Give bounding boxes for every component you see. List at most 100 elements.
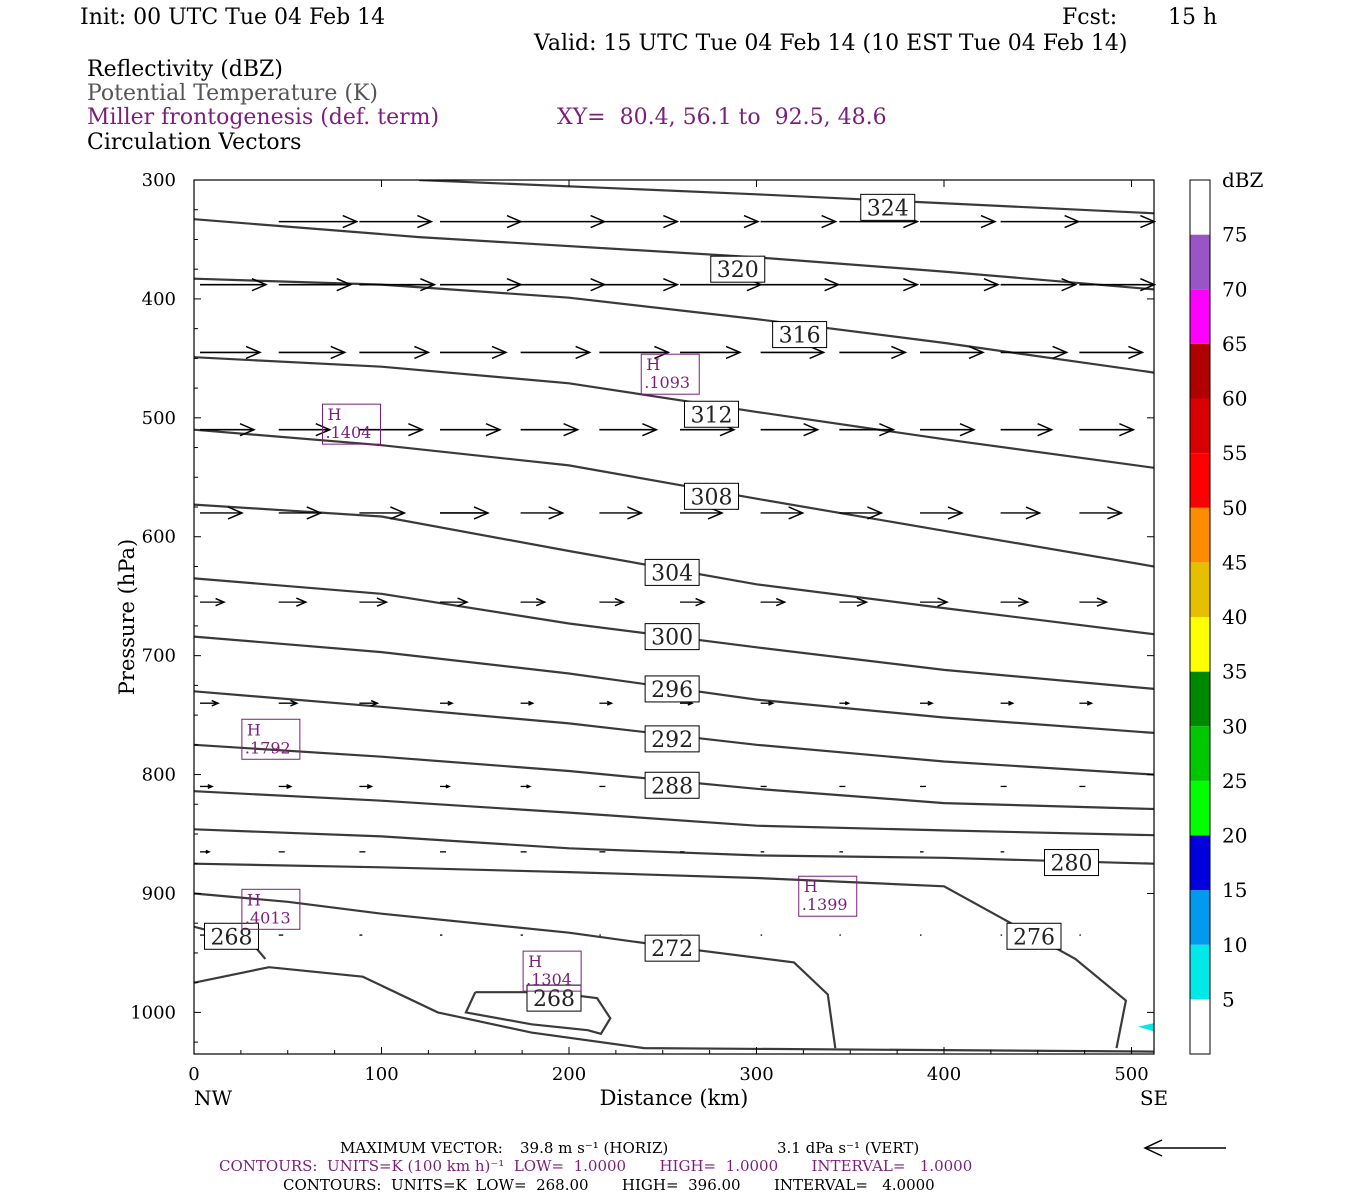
circulation-vector [520,214,607,229]
colorbar-level-label: 55 [1222,441,1247,465]
circulation-vector [1079,597,1109,607]
field-vectors: Circulation Vectors [87,130,302,155]
theta-contour-label: 268 [526,984,582,1012]
vector-head [491,345,508,360]
circulation-vector [680,214,760,229]
circulation-vector [200,783,214,789]
theta-contour-label: 312 [684,400,739,428]
maximum-value: .4013 [245,908,291,927]
label-box [526,984,582,1012]
circulation-vector [520,597,547,607]
circulation-vector [278,783,293,789]
circulation-vector [520,345,592,360]
theta-contour-label: 316 [772,321,828,349]
circulation-vector [1079,506,1124,520]
x-tick-label: 300 [739,1064,773,1085]
theta-contour-label: 296 [644,675,700,703]
circulation-vectors [200,214,1157,936]
circulation-vector [599,214,680,229]
circulation-vector [440,345,508,360]
colorbar-segment [1190,234,1210,290]
colorbar-segment [1190,617,1210,672]
field-potential-temperature: Potential Temperature (K) [87,81,378,106]
vector-head [844,701,851,706]
plot-frame [193,179,1155,1055]
vector-head [485,423,502,437]
frontogenesis-maximum: H.1399 [798,875,858,917]
frontogenesis-maximum: H.4013 [241,888,301,930]
circulation-vector [440,597,469,607]
colorbar-segment [1190,890,1210,945]
circulation-vector [920,506,964,520]
theta-contour-276 [194,862,1128,1049]
vector-head [447,700,454,706]
theta-contour-info: CONTOURS: UNITS=K LOW= 268.00 HIGH= 396.… [283,1176,935,1194]
circulation-vector [278,597,308,607]
circulation-vector [760,277,841,292]
vector-head [286,783,293,789]
y-tick-label: 600 [142,527,176,548]
circulation-vector [520,277,607,292]
maximum-box [241,718,301,760]
vector-head [768,700,775,706]
reflectivity-colorbar: 5 10 15 20 25 30 35 40 45 50 55 60 65 70 75 dBZ [1189,168,1264,1055]
frontogenesis-maximum: H.1404 [322,403,381,445]
theta-level-label: 288 [651,774,693,799]
colorbar-level-label: 65 [1222,332,1247,356]
max-vector-vertical: 3.1 dPa s⁻¹ (VERT) [777,1139,920,1157]
circulation-vector [440,214,523,229]
circulation-vector [440,506,490,520]
theta-contour-label: 272 [644,934,700,962]
circulation-vector [920,423,976,437]
circulation-vector [200,506,244,520]
circulation-vector [839,506,884,520]
circulation-vector [599,423,659,437]
vector-head [614,597,626,607]
circulation-vector [359,214,434,229]
theta-contour-272 [194,892,837,1049]
label-box [860,193,916,221]
circulation-vector [200,423,256,437]
circulation-vector [760,423,820,437]
circulation-vector [920,597,949,607]
label-box [710,255,766,283]
circulation-vector [359,506,407,520]
theta-contour-unlabeled [194,790,1154,837]
max-vector-label: MAXIMUM VECTOR: [340,1139,503,1157]
theta-contour-label: 276 [1006,922,1062,950]
reference-vector-arrow [1143,1139,1226,1157]
circulation-vector [599,506,644,520]
x-end-label-nw: NW [194,1086,233,1110]
circulation-vector [359,699,380,707]
vector-head [1037,423,1054,437]
circulation-vector [440,700,454,706]
frontogenesis-maximum: H.1093 [640,353,700,395]
theta-level-label: 312 [691,403,733,428]
colorbar-segment [1190,180,1210,235]
vector-head [211,699,220,707]
label-box [644,558,700,586]
theta-level-label: 296 [651,678,693,703]
vector-head [725,345,742,360]
frontogenesis-contour-info: CONTOURS: UNITS=K (100 km h)⁻¹ LOW= 1.00… [219,1157,973,1175]
theta-contour-unlabeled [194,277,1154,374]
vector-head [1128,345,1145,360]
vector-head [473,506,490,520]
vector-head [1096,597,1109,607]
vector-head [390,506,407,520]
theta-level-label: 300 [651,626,693,651]
circulation-vector [359,345,431,360]
circulation-vector [1000,506,1042,520]
circulation-vector [680,345,742,360]
x-tick-label: 100 [364,1064,398,1085]
maximum-value: .1093 [644,373,690,392]
vector-head [695,597,706,607]
colorbar-level-label: 45 [1222,550,1247,574]
vector-head [205,849,211,854]
vector-head [296,597,308,607]
circulation-vector [200,597,226,607]
colorbar-segment [1190,726,1210,781]
circulation-vector [839,277,920,292]
circulation-vector [440,784,451,789]
circulation-vector [839,345,908,360]
